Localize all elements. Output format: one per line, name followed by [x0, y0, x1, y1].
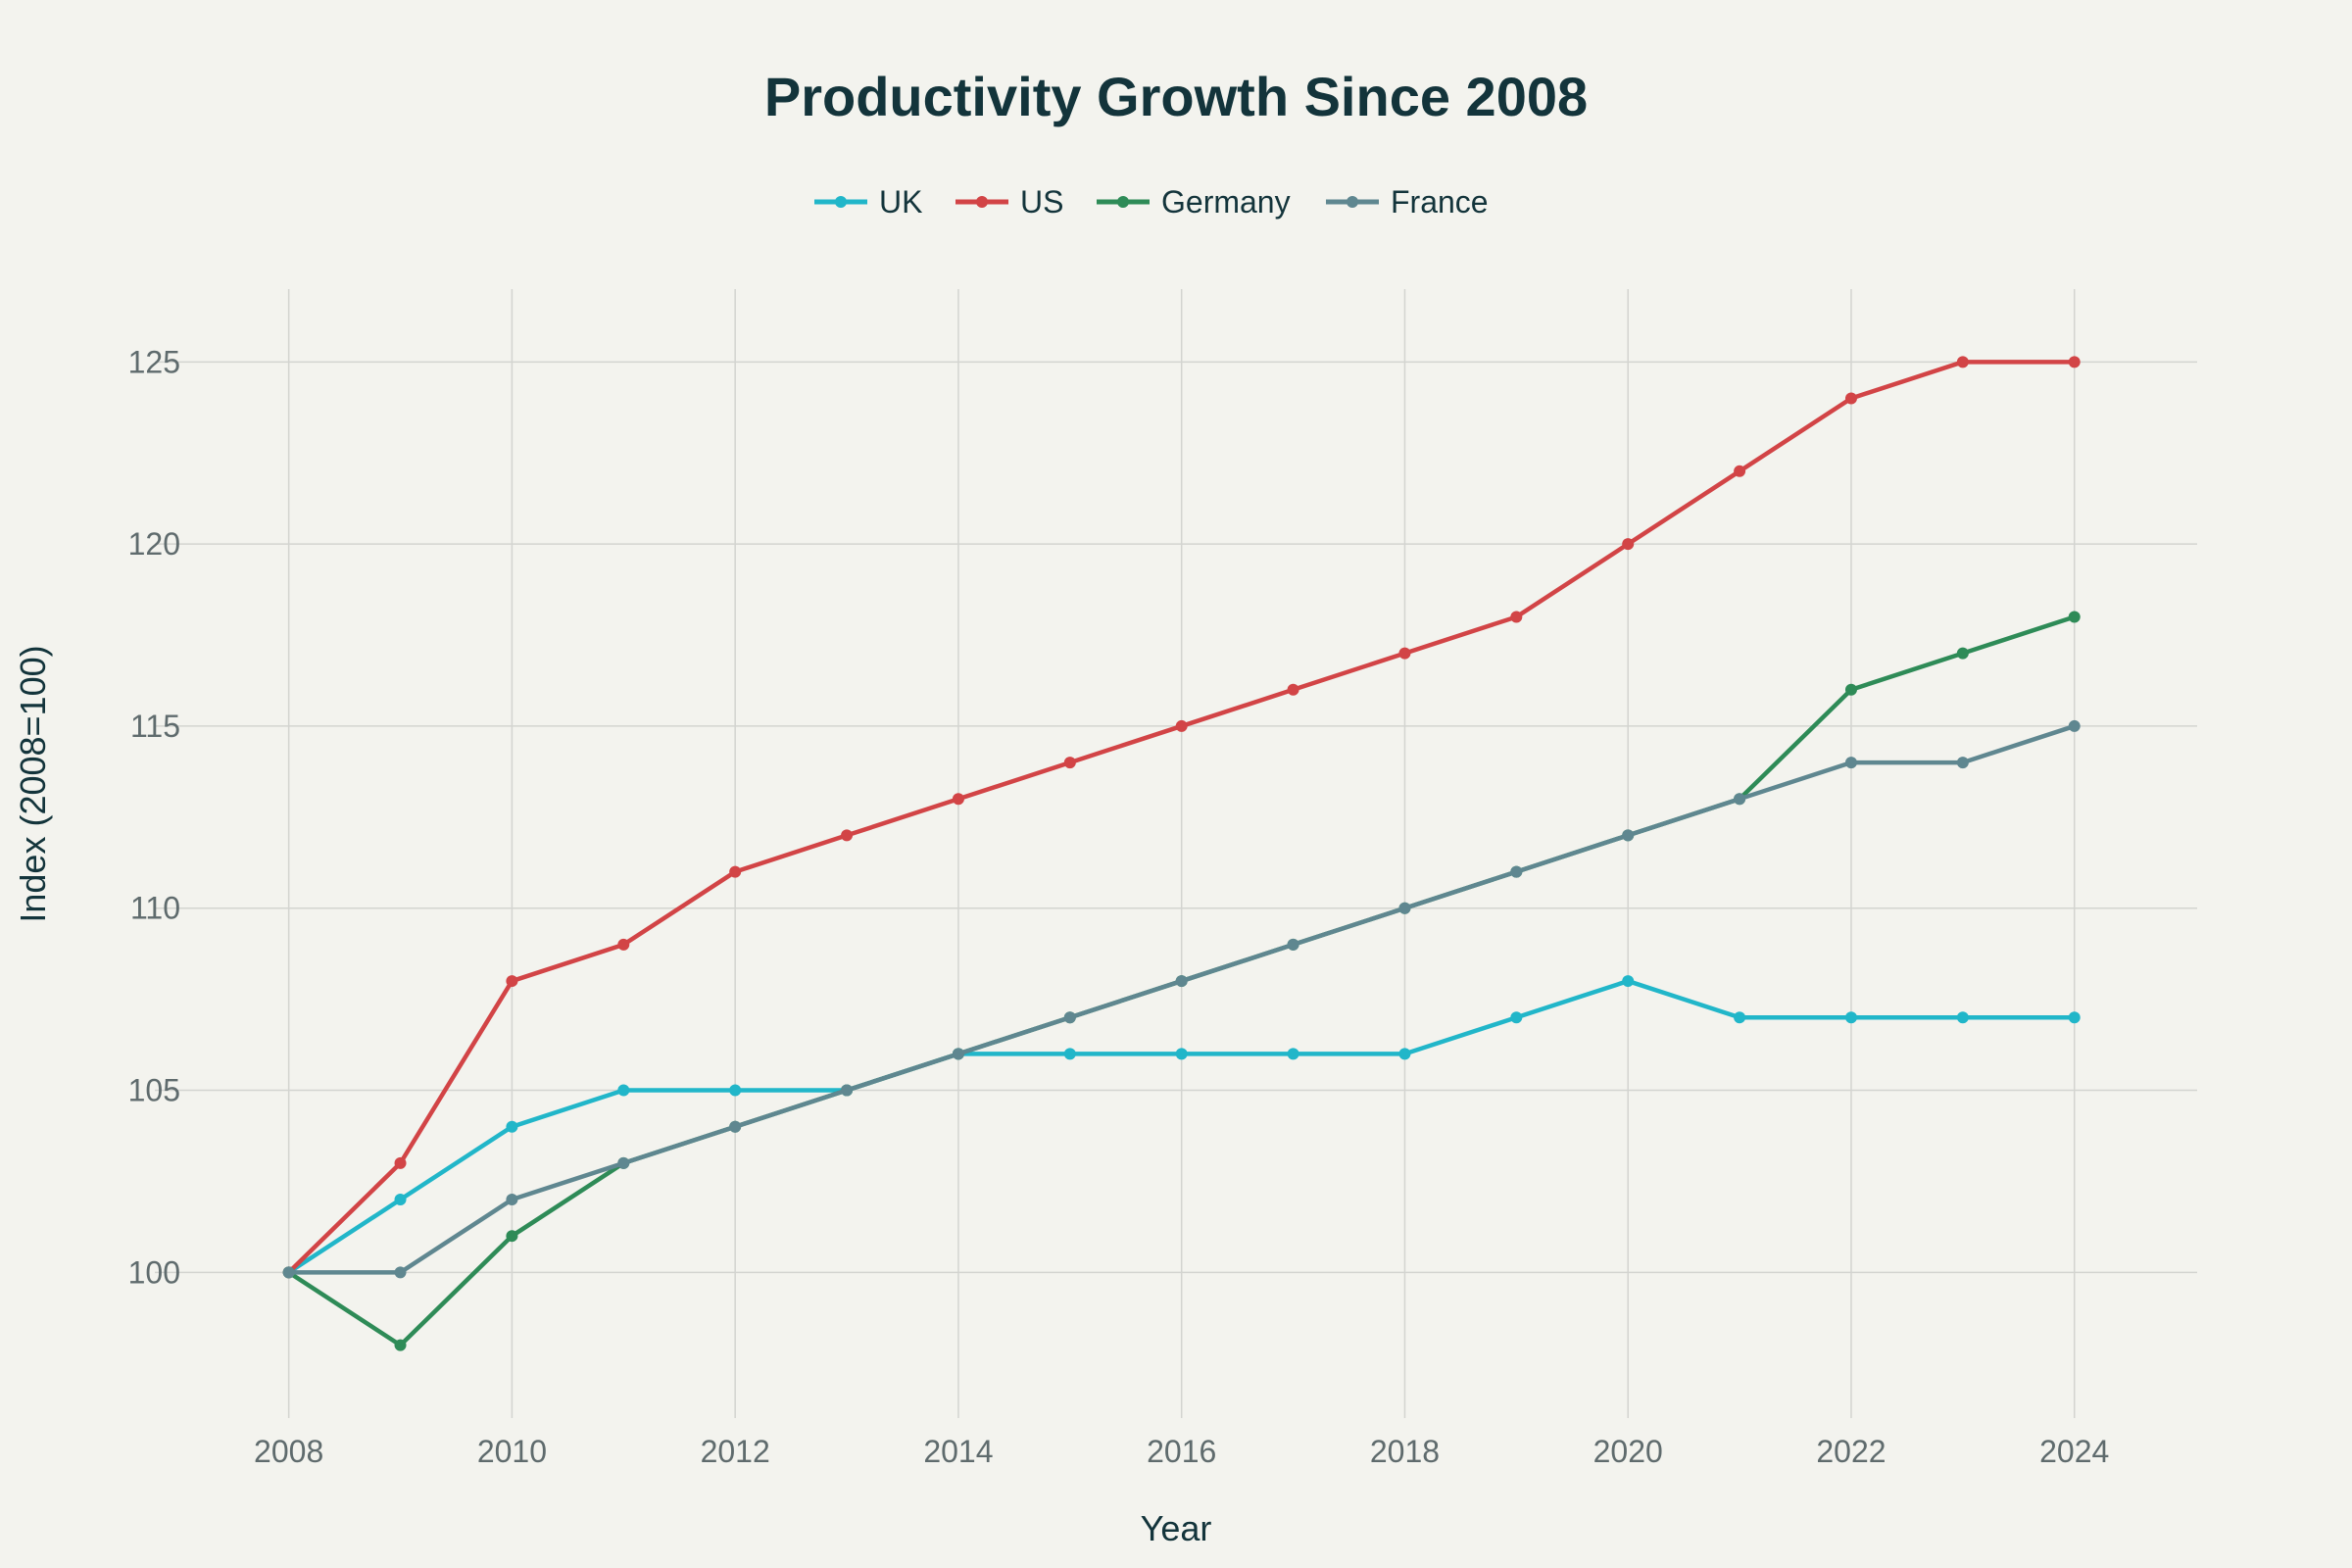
data-point-us-2021 [1734, 465, 1746, 477]
y-tick-label-115: 115 [130, 709, 180, 744]
legend-marker-uk [835, 196, 847, 208]
chart-title: Productivity Growth Since 2008 [764, 66, 1588, 127]
data-point-germany-2009 [394, 1339, 407, 1351]
y-tick-label-105: 105 [128, 1073, 180, 1108]
data-point-uk-2010 [506, 1120, 518, 1133]
data-point-france-2018 [1398, 902, 1411, 914]
data-point-uk-2015 [1063, 1048, 1076, 1060]
data-point-france-2008 [282, 1266, 295, 1279]
data-point-uk-2022 [1844, 1011, 1857, 1024]
legend-item-france: France [1326, 184, 1489, 220]
legend-marker-france [1347, 196, 1358, 208]
data-point-uk-2018 [1398, 1048, 1411, 1060]
legend-label-germany: Germany [1161, 184, 1291, 220]
x-tick-label-2010: 2010 [477, 1434, 547, 1469]
legend-item-uk: UK [814, 184, 922, 220]
data-point-germany-2023 [1956, 647, 1969, 660]
data-point-us-2014 [952, 793, 964, 806]
data-point-france-2013 [841, 1084, 854, 1097]
legend-label-us: US [1020, 184, 1063, 220]
data-point-france-2020 [1622, 829, 1635, 842]
data-point-us-2010 [506, 975, 518, 988]
data-point-us-2020 [1622, 538, 1635, 551]
data-point-france-2024 [2068, 719, 2081, 732]
data-point-uk-2024 [2068, 1011, 2081, 1024]
x-tick-label-2016: 2016 [1147, 1434, 1216, 1469]
y-tick-label-100: 100 [128, 1254, 180, 1290]
x-tick-label-2012: 2012 [701, 1434, 770, 1469]
data-point-france-2011 [617, 1156, 630, 1169]
data-point-france-2021 [1734, 793, 1746, 806]
legend-item-us: US [956, 184, 1063, 220]
data-point-germany-2024 [2068, 611, 2081, 623]
data-point-france-2017 [1287, 938, 1299, 951]
grid-layer [155, 289, 2197, 1418]
data-point-france-2009 [394, 1266, 407, 1279]
data-point-uk-2011 [617, 1084, 630, 1097]
data-point-france-2012 [729, 1120, 742, 1133]
x-tick-label-2024: 2024 [2039, 1434, 2109, 1469]
series-france [282, 719, 2081, 1279]
x-tick-label-2014: 2014 [923, 1434, 993, 1469]
x-tick-label-2018: 2018 [1370, 1434, 1440, 1469]
data-point-us-2013 [841, 829, 854, 842]
legend: UK US Germany France [814, 184, 1489, 220]
data-point-uk-2016 [1175, 1048, 1188, 1060]
data-point-france-2023 [1956, 757, 1969, 769]
data-point-france-2015 [1063, 1011, 1076, 1024]
data-point-us-2012 [729, 865, 742, 878]
data-point-us-2019 [1510, 611, 1523, 623]
data-point-us-2018 [1398, 647, 1411, 660]
data-point-germany-2010 [506, 1230, 518, 1243]
data-point-us-2016 [1175, 719, 1188, 732]
x-tick-label-2008: 2008 [254, 1434, 323, 1469]
data-point-us-2011 [617, 938, 630, 951]
data-point-uk-2017 [1287, 1048, 1299, 1060]
x-tick-label-2020: 2020 [1593, 1434, 1663, 1469]
data-point-us-2023 [1956, 356, 1969, 368]
data-point-us-2009 [394, 1156, 407, 1169]
y-tick-label-125: 125 [128, 344, 180, 379]
data-point-uk-2023 [1956, 1011, 1969, 1024]
data-point-france-2022 [1844, 757, 1857, 769]
legend-marker-germany [1117, 196, 1129, 208]
data-point-uk-2020 [1622, 975, 1635, 988]
data-point-germany-2022 [1844, 683, 1857, 696]
data-point-france-2010 [506, 1194, 518, 1206]
y-tick-label-120: 120 [128, 526, 180, 562]
legend-label-uk: UK [879, 184, 922, 220]
data-point-us-2015 [1063, 757, 1076, 769]
y-tick-label-110: 110 [130, 891, 180, 926]
data-point-france-2014 [952, 1048, 964, 1060]
y-axis-title: Index (2008=100) [13, 645, 53, 922]
data-point-france-2016 [1175, 975, 1188, 988]
data-point-us-2024 [2068, 356, 2081, 368]
data-point-uk-2019 [1510, 1011, 1523, 1024]
data-point-france-2019 [1510, 865, 1523, 878]
legend-label-france: France [1391, 184, 1489, 220]
data-point-uk-2009 [394, 1194, 407, 1206]
tick-labels: 2008 2010 2012 2014 2016 2018 2020 2022 2024 100 1… [128, 344, 2110, 1469]
data-point-uk-2021 [1734, 1011, 1746, 1024]
legend-item-germany: Germany [1097, 184, 1291, 220]
x-axis-title: Year [1141, 1508, 1212, 1548]
data-point-us-2022 [1844, 392, 1857, 405]
legend-marker-us [976, 196, 988, 208]
series-layer [282, 356, 2081, 1351]
data-point-us-2017 [1287, 683, 1299, 696]
x-tick-label-2022: 2022 [1816, 1434, 1886, 1469]
data-point-uk-2012 [729, 1084, 742, 1097]
